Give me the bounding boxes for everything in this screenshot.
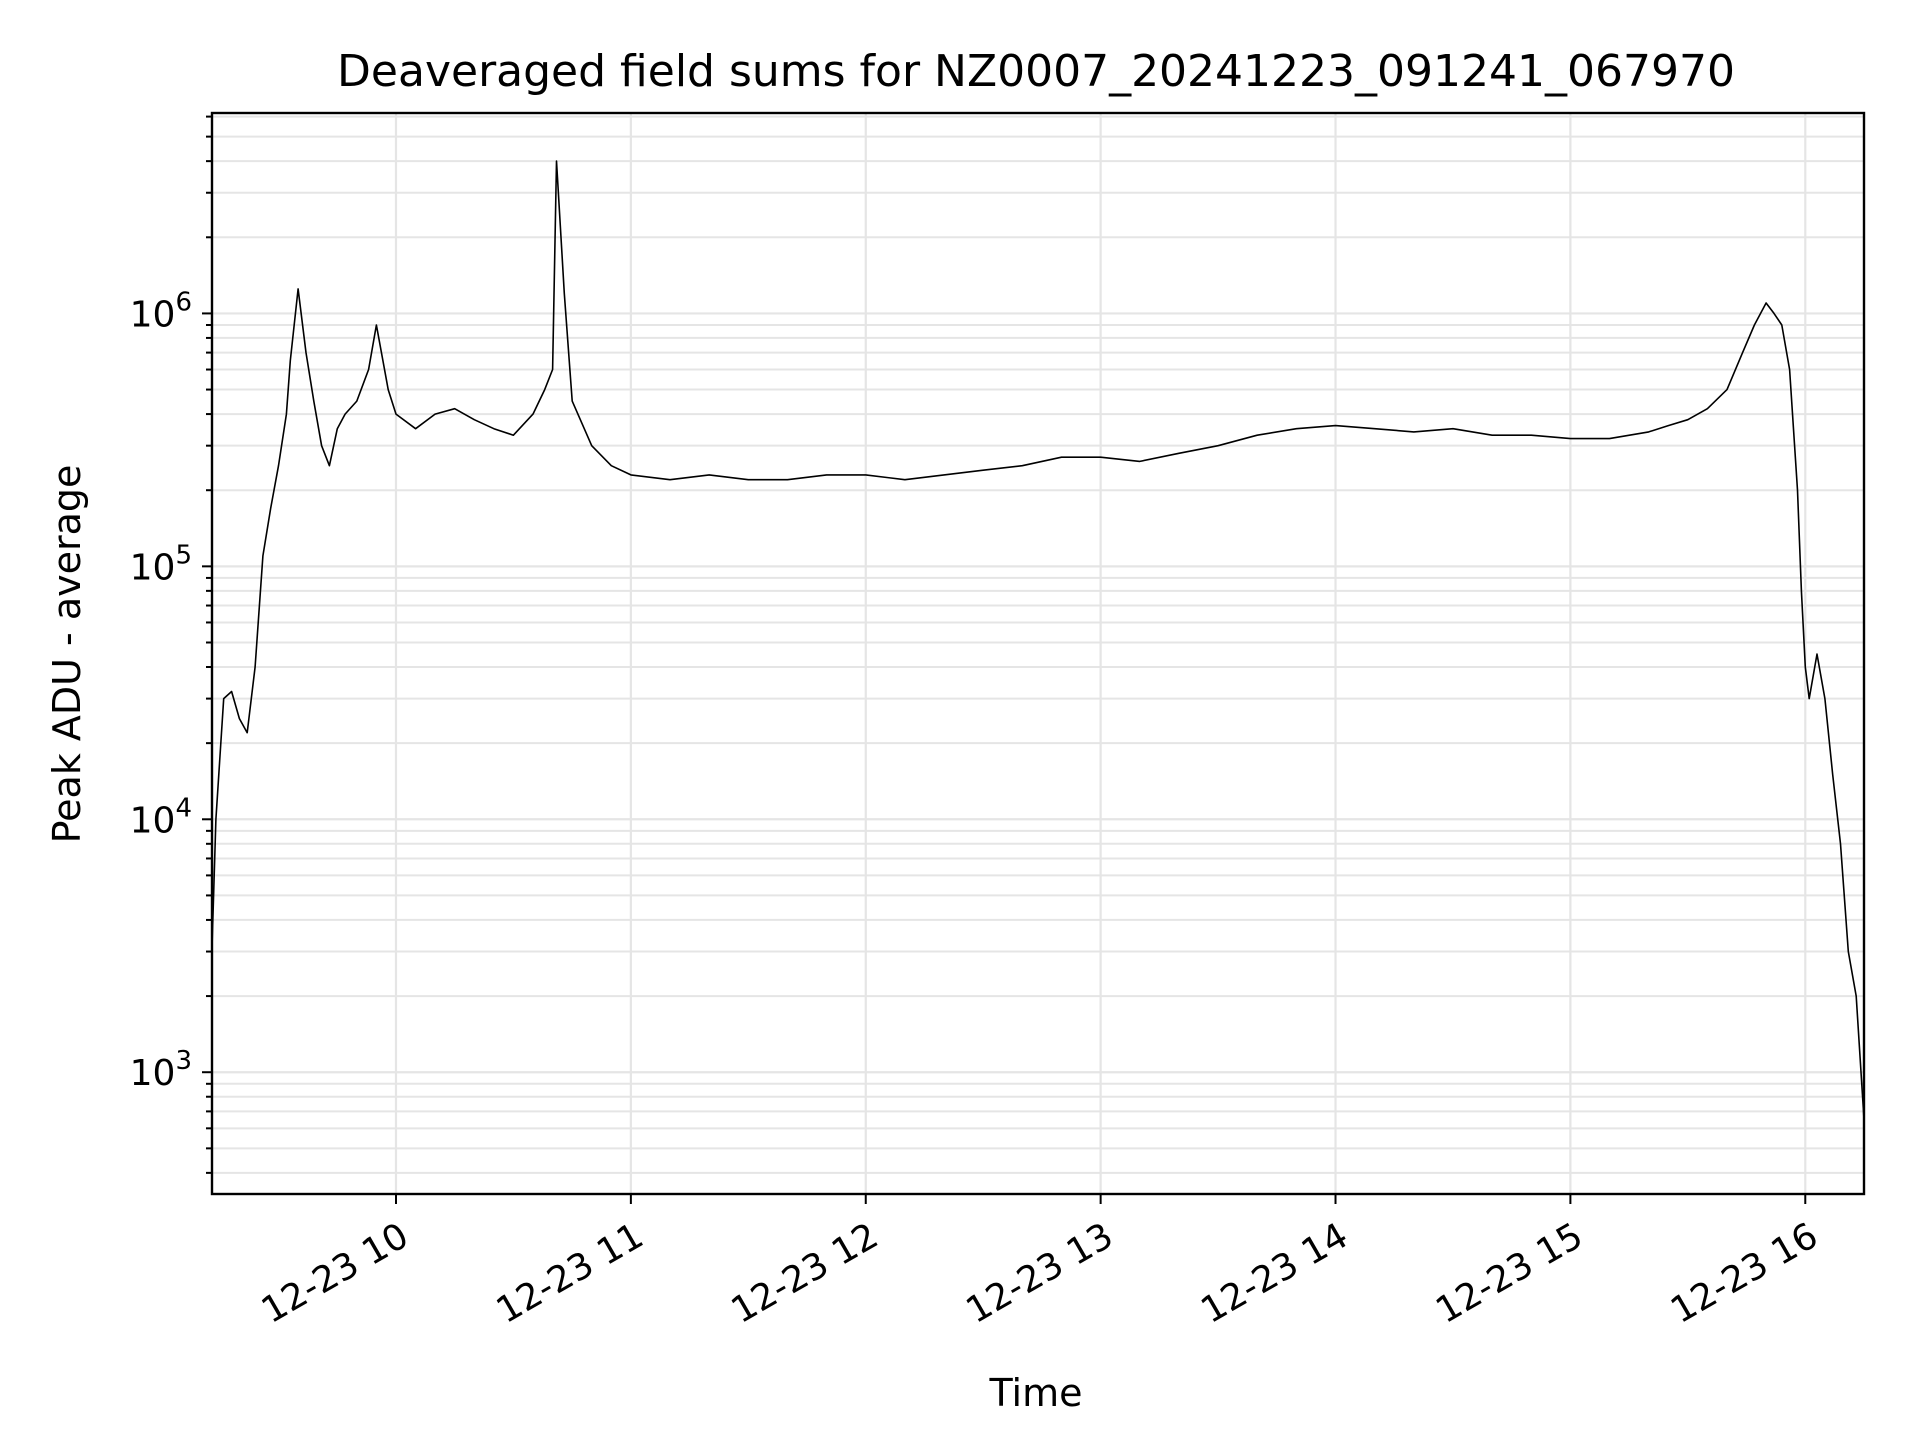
y-tick-label: 106: [130, 287, 192, 335]
y-tick-label-exponent: 3: [175, 1046, 192, 1076]
y-tick-label: 104: [130, 793, 192, 841]
y-tick-label-exponent: 4: [175, 793, 192, 823]
grid: [212, 113, 1864, 1194]
y-axis-label: Peak ADU - average: [45, 465, 89, 844]
y-tick-label-base: 10: [130, 294, 176, 335]
y-tick-label-base: 10: [130, 800, 176, 841]
x-axis-label: Time: [989, 1371, 1083, 1415]
chart-title: Deaveraged field sums for NZ0007_2024122…: [337, 46, 1735, 97]
y-tick-label-base: 10: [130, 1053, 176, 1094]
data-line-layer: [211, 160, 1865, 1120]
y-tick-label: 105: [130, 540, 192, 588]
y-tick-label: 103: [130, 1046, 192, 1094]
plot-frame: [210, 111, 1866, 1196]
y-tick-label-exponent: 6: [175, 287, 192, 317]
y-tick-label-base: 10: [130, 547, 176, 588]
series-line: [211, 160, 1865, 1120]
y-tick-label-exponent: 5: [175, 540, 192, 570]
